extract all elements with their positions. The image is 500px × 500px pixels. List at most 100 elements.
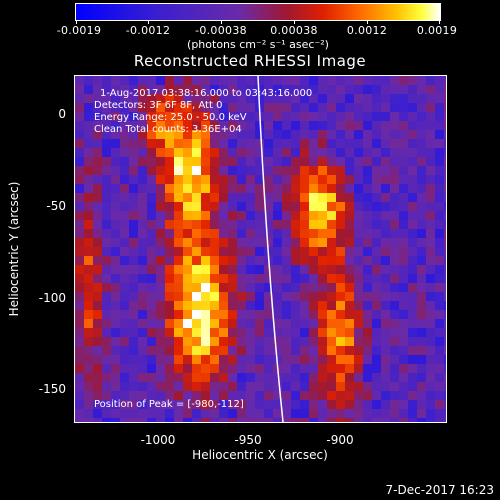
image-pixel — [84, 148, 93, 157]
image-pixel — [237, 400, 246, 409]
image-pixel — [201, 202, 210, 211]
image-pixel — [273, 166, 282, 175]
image-pixel — [264, 229, 273, 238]
image-pixel — [174, 166, 183, 175]
image-pixel — [264, 301, 273, 310]
image-pixel — [336, 229, 345, 238]
image-pixel — [138, 85, 147, 94]
image-pixel — [327, 247, 336, 256]
image-pixel — [282, 418, 291, 422]
image-pixel — [111, 229, 120, 238]
image-pixel — [156, 310, 165, 319]
image-pixel — [156, 220, 165, 229]
image-pixel — [75, 139, 84, 148]
image-pixel — [210, 256, 219, 265]
image-pixel — [201, 175, 210, 184]
image-pixel — [435, 166, 444, 175]
image-pixel — [372, 382, 381, 391]
image-pixel — [84, 409, 93, 418]
image-pixel — [300, 400, 309, 409]
image-pixel — [102, 175, 111, 184]
image-pixel — [435, 130, 444, 139]
image-pixel — [435, 193, 444, 202]
image-pixel — [390, 202, 399, 211]
image-pixel — [93, 265, 102, 274]
image-pixel — [318, 202, 327, 211]
image-pixel — [417, 346, 426, 355]
image-pixel — [111, 238, 120, 247]
image-pixel — [111, 148, 120, 157]
image-pixel — [273, 409, 282, 418]
image-pixel — [372, 310, 381, 319]
image-pixel — [408, 94, 417, 103]
image-pixel — [345, 319, 354, 328]
image-pixel — [300, 220, 309, 229]
image-pixel — [426, 184, 435, 193]
image-pixel — [84, 301, 93, 310]
image-pixel — [390, 364, 399, 373]
image-pixel — [372, 274, 381, 283]
image-pixel — [129, 283, 138, 292]
image-pixel — [426, 247, 435, 256]
image-pixel — [138, 130, 147, 139]
image-pixel — [75, 229, 84, 238]
image-pixel — [435, 157, 444, 166]
image-pixel — [183, 130, 192, 139]
image-pixel — [354, 121, 363, 130]
image-pixel — [381, 418, 390, 422]
image-pixel — [219, 346, 228, 355]
image-pixel — [300, 328, 309, 337]
image-pixel — [363, 85, 372, 94]
image-pixel — [75, 418, 84, 422]
image-pixel — [363, 409, 372, 418]
image-pixel — [120, 76, 129, 85]
image-pixel — [372, 373, 381, 382]
image-pixel — [336, 247, 345, 256]
image-pixel — [255, 400, 264, 409]
image-pixel — [255, 337, 264, 346]
image-pixel — [291, 346, 300, 355]
image-pixel — [345, 364, 354, 373]
image-pixel — [426, 148, 435, 157]
image-pixel — [426, 76, 435, 85]
image-pixel — [336, 85, 345, 94]
x-tick-label: -950 — [234, 433, 262, 447]
image-pixel — [156, 256, 165, 265]
image-pixel — [156, 418, 165, 422]
image-pixel — [264, 337, 273, 346]
image-pixel — [282, 301, 291, 310]
image-pixel — [426, 391, 435, 400]
image-pixel — [309, 166, 318, 175]
image-pixel — [426, 328, 435, 337]
image-pixel — [183, 184, 192, 193]
image-pixel — [291, 301, 300, 310]
image-pixel — [183, 301, 192, 310]
image-pixel — [354, 238, 363, 247]
colorbar-tick — [367, 20, 368, 24]
image-pixel — [192, 283, 201, 292]
image-pixel — [192, 373, 201, 382]
image-pixel — [129, 355, 138, 364]
image-pixel — [444, 229, 446, 238]
image-pixel — [390, 238, 399, 247]
image-pixel — [417, 391, 426, 400]
image-pixel — [291, 283, 300, 292]
image-pixel — [291, 409, 300, 418]
image-pixel — [417, 382, 426, 391]
image-pixel — [336, 418, 345, 422]
image-pixel — [228, 112, 237, 121]
image-pixel — [228, 382, 237, 391]
image-pixel — [426, 319, 435, 328]
image-pixel — [93, 103, 102, 112]
image-pixel — [444, 319, 446, 328]
image-pixel — [201, 139, 210, 148]
image-pixel — [264, 94, 273, 103]
image-pixel — [228, 373, 237, 382]
image-pixel — [192, 256, 201, 265]
image-pixel — [417, 310, 426, 319]
image-pixel — [255, 130, 264, 139]
image-pixel — [174, 283, 183, 292]
annotation-clean: Clean Total counts: 3.36E+04 — [94, 124, 242, 135]
image-pixel — [210, 157, 219, 166]
image-pixel — [75, 337, 84, 346]
